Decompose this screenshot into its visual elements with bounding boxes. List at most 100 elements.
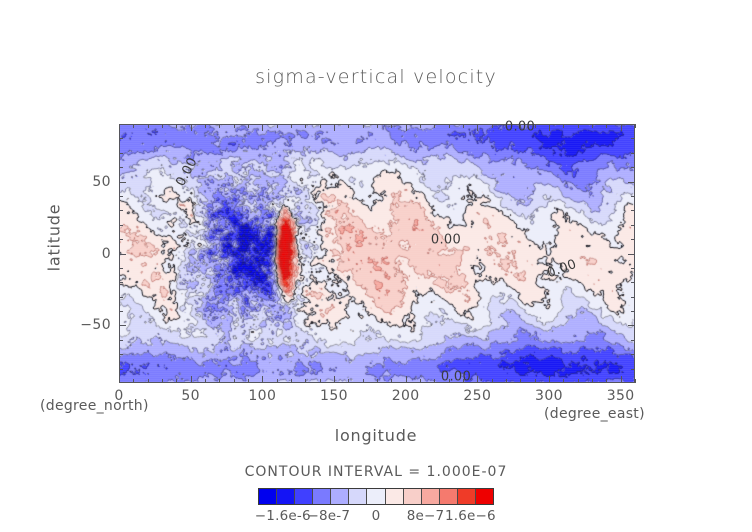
x-tick-label: 300 [535, 388, 563, 404]
x-tick [477, 376, 478, 383]
colorbar-band-3 [313, 489, 332, 504]
x-tick-top [463, 124, 464, 128]
contour-label: 0.00 [440, 369, 472, 385]
x-tick [262, 376, 263, 383]
x-tick [563, 379, 564, 383]
x-tick-top [119, 124, 120, 131]
y-tick-label: 50 [92, 173, 111, 190]
y-tick-right [631, 210, 635, 211]
y-tick-right [631, 354, 635, 355]
x-tick-top [621, 124, 622, 131]
x-tick [148, 379, 149, 383]
x-axis-unit: (degree_east) [544, 406, 645, 422]
x-tick-top [506, 124, 507, 128]
colorbar-tick-label: 8e−7 [406, 508, 445, 524]
x-tick [520, 379, 521, 383]
x-tick [606, 379, 607, 383]
x-tick [119, 376, 120, 383]
x-tick [133, 379, 134, 383]
x-tick-top [176, 124, 177, 128]
x-tick-label: 100 [248, 388, 277, 404]
x-tick [176, 379, 177, 383]
y-tick-right [631, 167, 635, 168]
x-tick [219, 379, 220, 383]
x-tick [162, 379, 163, 383]
x-tick-top [449, 124, 450, 128]
x-tick-top [363, 124, 364, 128]
colorbar-band-8 [403, 489, 422, 504]
y-tick [119, 153, 123, 154]
x-tick-top [277, 124, 278, 128]
colorbar [258, 488, 494, 505]
x-tick [334, 376, 335, 383]
y-tick [119, 196, 123, 197]
y-tick [119, 225, 123, 226]
y-tick-right [631, 225, 635, 226]
colorbar-band-12 [475, 489, 494, 504]
y-tick-right [631, 196, 635, 197]
x-axis-title: longitude [334, 426, 418, 445]
x-tick-top [391, 124, 392, 128]
x-tick [320, 379, 321, 383]
y-tick [119, 311, 123, 312]
y-tick [119, 239, 123, 240]
x-tick-top [377, 124, 378, 128]
y-tick [119, 138, 123, 139]
y-tick-right [631, 138, 635, 139]
x-tick-top [434, 124, 435, 128]
y-tick [119, 254, 126, 255]
x-tick-top [477, 124, 478, 131]
x-tick-top [148, 124, 149, 128]
y-tick [119, 182, 126, 183]
colorbar-tick-label: −1.6e-6 [254, 508, 311, 524]
x-tick-label: 200 [391, 388, 420, 404]
y-axis-title: latitude [44, 203, 64, 272]
colorbar-band-10 [439, 489, 458, 504]
x-tick [506, 379, 507, 383]
x-tick [205, 379, 206, 383]
x-tick-top [334, 124, 335, 131]
x-tick-top [578, 124, 579, 128]
y-tick-label: −50 [80, 317, 111, 334]
x-tick-top [291, 124, 292, 128]
x-tick-top [320, 124, 321, 128]
y-tick-right [631, 340, 635, 341]
x-tick-top [635, 124, 636, 128]
y-tick [119, 167, 123, 168]
colorbar-band-0 [259, 489, 278, 504]
y-tick [119, 210, 123, 211]
x-tick-label: 50 [181, 388, 200, 404]
colorbar-band-11 [457, 489, 476, 504]
x-tick-top [162, 124, 163, 128]
y-tick-right [628, 325, 635, 326]
x-tick [492, 379, 493, 383]
x-tick-top [219, 124, 220, 128]
y-tick [119, 340, 123, 341]
y-axis-unit: (degree_north) [40, 398, 149, 414]
colorbar-band-4 [331, 489, 350, 504]
x-tick [621, 376, 622, 383]
colorbar-tick-labels: −1.6e-6 −8e-7 0 8e−7 1.6e−6 [254, 508, 496, 528]
x-tick [592, 379, 593, 383]
x-tick-top [492, 124, 493, 128]
x-tick [420, 379, 421, 383]
y-tick [119, 325, 126, 326]
colorbar-tick-label: 1.6e−6 [444, 508, 496, 524]
y-tick-right [628, 182, 635, 183]
x-tick [449, 379, 450, 383]
y-tick-label: 0 [101, 245, 111, 262]
x-tick-label: 0 [114, 388, 124, 404]
colorbar-tick-label: 0 [371, 508, 381, 524]
y-tick [119, 282, 123, 283]
x-tick [535, 379, 536, 383]
x-tick [406, 376, 407, 383]
x-tick-top [406, 124, 407, 131]
x-tick-top [133, 124, 134, 128]
x-tick-top [520, 124, 521, 128]
x-tick [391, 379, 392, 383]
y-tick [119, 354, 123, 355]
x-tick-top [248, 124, 249, 128]
y-tick-right [631, 369, 635, 370]
x-tick [635, 379, 636, 383]
